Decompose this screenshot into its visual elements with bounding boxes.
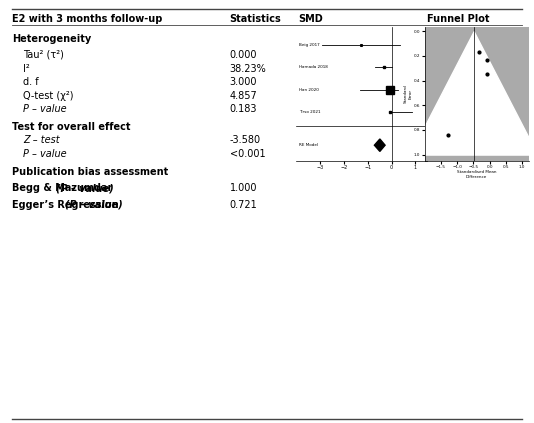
- Text: 4.857: 4.857: [230, 91, 257, 101]
- Text: Heterogeneity: Heterogeneity: [12, 34, 91, 44]
- Text: E2 with 3 months follow-up: E2 with 3 months follow-up: [12, 14, 162, 24]
- Text: SMD: SMD: [298, 14, 323, 24]
- Text: Tirso 2021: Tirso 2021: [299, 110, 320, 114]
- Text: Statistics: Statistics: [230, 14, 281, 24]
- Text: d. f: d. f: [23, 77, 39, 87]
- Text: P – value: P – value: [23, 149, 67, 159]
- X-axis label: Standardised Mean
Difference: Standardised Mean Difference: [457, 170, 496, 179]
- Text: 0.000: 0.000: [230, 50, 257, 60]
- Text: Tau² (τ²): Tau² (τ²): [23, 50, 65, 60]
- Text: Q-test (χ²): Q-test (χ²): [23, 91, 74, 101]
- Text: Begg & Mazumdar: Begg & Mazumdar: [12, 183, 115, 193]
- Text: Han 2020: Han 2020: [299, 88, 319, 92]
- Text: Test for overall effect: Test for overall effect: [12, 122, 130, 132]
- Text: 3.000: 3.000: [230, 77, 257, 87]
- Text: Z – test: Z – test: [23, 135, 60, 146]
- Text: I²: I²: [23, 63, 30, 74]
- Text: (P – value): (P – value): [56, 183, 114, 193]
- Text: RE Model: RE Model: [299, 143, 318, 147]
- Text: (P – value): (P – value): [65, 200, 122, 210]
- Text: 0.183: 0.183: [230, 104, 257, 114]
- Text: Egger’s Regression: Egger’s Regression: [12, 200, 122, 210]
- Text: Publication bias assessment: Publication bias assessment: [12, 167, 168, 177]
- Y-axis label: Standard
Error: Standard Error: [404, 85, 412, 104]
- Text: Funnel Plot: Funnel Plot: [427, 14, 490, 24]
- Text: Beig 2017: Beig 2017: [299, 43, 319, 47]
- Polygon shape: [374, 139, 385, 151]
- Text: Hamada 2018: Hamada 2018: [299, 66, 328, 69]
- Text: <0.001: <0.001: [230, 149, 265, 159]
- Text: -3.580: -3.580: [230, 135, 261, 146]
- Text: 38.23%: 38.23%: [230, 63, 266, 74]
- Text: 0.721: 0.721: [230, 200, 257, 210]
- Text: P – value: P – value: [23, 104, 67, 114]
- Text: 1.000: 1.000: [230, 183, 257, 193]
